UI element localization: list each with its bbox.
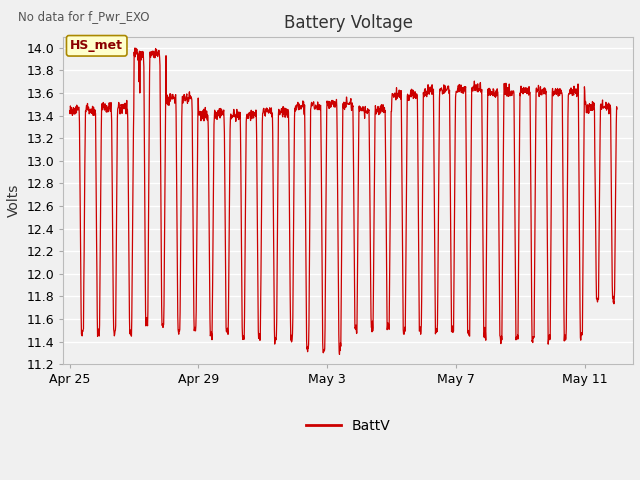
- Text: No data for f_Pwr_EXO: No data for f_Pwr_EXO: [18, 10, 149, 24]
- Legend: BattV: BattV: [300, 414, 396, 439]
- Title: Battery Voltage: Battery Voltage: [284, 14, 413, 32]
- Y-axis label: Volts: Volts: [7, 184, 21, 217]
- Text: HS_met: HS_met: [70, 39, 124, 52]
